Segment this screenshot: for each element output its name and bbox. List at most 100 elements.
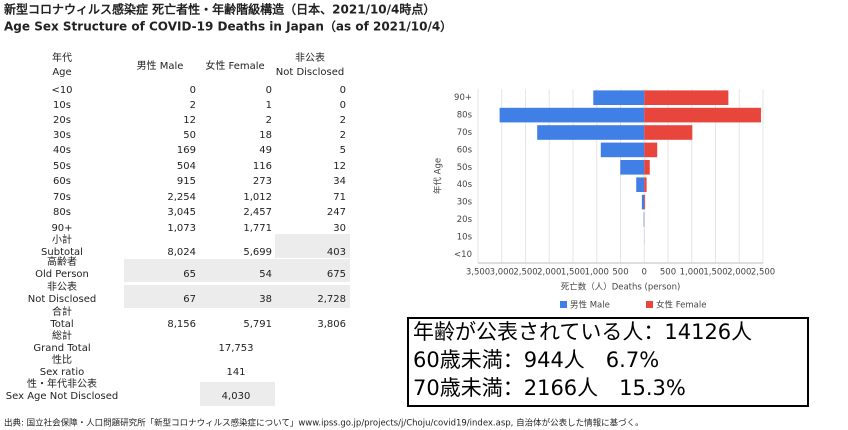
cell: 141 — [226, 367, 245, 378]
cell: 1,771 — [243, 223, 272, 234]
cell: 8,024 — [167, 247, 196, 258]
y-tick-label: 80s — [457, 111, 473, 121]
row-label: 70s — [53, 192, 71, 203]
bar — [644, 159, 650, 175]
shaded-row — [124, 259, 350, 282]
summary-line: 60歳未満：944人 6.7% — [413, 348, 659, 372]
bar — [644, 194, 646, 210]
cell: 1,073 — [167, 223, 196, 234]
cell: 67 — [183, 294, 196, 305]
row-label: Sex ratio — [40, 367, 84, 378]
row-label: 非公表 — [47, 280, 77, 293]
cell: 2 — [190, 100, 196, 111]
cell: 915 — [177, 176, 196, 187]
x-tick-label: 2,500 — [751, 268, 775, 278]
cell: 3,045 — [167, 207, 196, 218]
cell: 30 — [333, 223, 346, 234]
cell: 247 — [327, 207, 346, 218]
x-tick-label: 3,500 — [466, 268, 490, 278]
cell: 18 — [259, 130, 272, 141]
column-header: 非公表 — [295, 51, 325, 64]
cell: 12 — [183, 115, 196, 126]
bar — [620, 159, 645, 175]
bar — [641, 194, 645, 210]
y-tick-label: 10s — [457, 232, 473, 242]
legend-label: 男性 Male — [570, 300, 610, 311]
x-tick-label: 500 — [660, 268, 676, 278]
cell: 1 — [266, 100, 272, 111]
cell: 2 — [266, 115, 272, 126]
row-label: Not Disclosed — [28, 294, 97, 305]
column-header: Age — [52, 67, 71, 78]
y-tick-label: 60s — [457, 145, 473, 155]
y-tick-label: 50s — [457, 163, 473, 173]
cell: 0 — [340, 100, 346, 111]
shaded-cell — [200, 382, 275, 406]
y-tick-label: 30s — [457, 198, 473, 208]
x-tick-label: 1,500 — [703, 268, 727, 278]
cell: 403 — [327, 247, 346, 258]
cell: 5 — [340, 145, 346, 156]
x-tick-label: 1,000 — [680, 268, 704, 278]
cell: 34 — [333, 176, 346, 187]
cell: 49 — [259, 145, 272, 156]
shaded-cell — [275, 234, 350, 258]
y-tick-label: 90+ — [454, 93, 472, 103]
cell: 169 — [177, 145, 196, 156]
row-label: 性・年代非公表 — [27, 377, 97, 390]
cell: 5,791 — [243, 319, 272, 330]
row-label: 30s — [53, 130, 71, 141]
cell: 0 — [190, 85, 196, 96]
cell: 2,728 — [317, 294, 346, 305]
cell: 3,806 — [317, 319, 346, 330]
bar — [593, 90, 645, 106]
row-label: Subtotal — [41, 247, 83, 258]
footer: 出典: 国立社会保障・人口問題研究所「新型コロナウィルス感染症について」www.… — [4, 418, 644, 429]
cell: 8,156 — [167, 319, 196, 330]
column-header: Not Disclosed — [276, 67, 345, 78]
x-axis-label: 死亡数（人）Deaths (person) — [561, 282, 681, 293]
x-tick-label: 1,500 — [561, 268, 585, 278]
row-label: Old Person — [35, 269, 89, 280]
bar — [643, 212, 645, 227]
row-label: 高齢者 — [47, 255, 77, 268]
cell: 12 — [333, 161, 346, 172]
row-label: 50s — [53, 161, 71, 172]
x-tick-label: 2,000 — [727, 268, 751, 278]
column-header: 女性 Female — [205, 59, 264, 72]
cell: 675 — [327, 269, 346, 280]
cell: 273 — [253, 176, 272, 187]
row-label: 80s — [53, 207, 71, 218]
bar — [644, 90, 729, 106]
cell: 0 — [340, 85, 346, 96]
y-tick-label: <10 — [454, 250, 472, 260]
legend-label: 女性 Female — [656, 300, 706, 311]
row-label: 90+ — [51, 223, 72, 234]
summary-line: 70歳未満：2166人 15.3% — [413, 376, 686, 400]
legend-swatch — [646, 301, 653, 308]
row-label: 40s — [53, 145, 71, 156]
row-label: 総計 — [52, 329, 72, 342]
row-label: <10 — [51, 85, 72, 96]
cell: 65 — [183, 269, 196, 280]
legend-swatch — [560, 301, 567, 308]
table-shading — [124, 234, 350, 406]
row-label: Grand Total — [33, 343, 90, 354]
column-header: 年代 — [52, 51, 72, 64]
row-label: Sex Age Not Disclosed — [6, 391, 118, 402]
cell: 17,753 — [219, 343, 254, 354]
bar — [644, 177, 647, 193]
cell: 2,254 — [167, 192, 196, 203]
bar — [499, 107, 645, 123]
bar — [644, 107, 761, 123]
row-label: 20s — [53, 115, 71, 126]
x-tick-label: 3,000 — [490, 268, 514, 278]
cell: 54 — [259, 269, 272, 280]
bar — [644, 125, 693, 140]
x-tick-label: 500 — [612, 268, 628, 278]
shaded-row — [124, 285, 350, 308]
cell: 2,457 — [243, 207, 272, 218]
bar — [537, 125, 645, 140]
